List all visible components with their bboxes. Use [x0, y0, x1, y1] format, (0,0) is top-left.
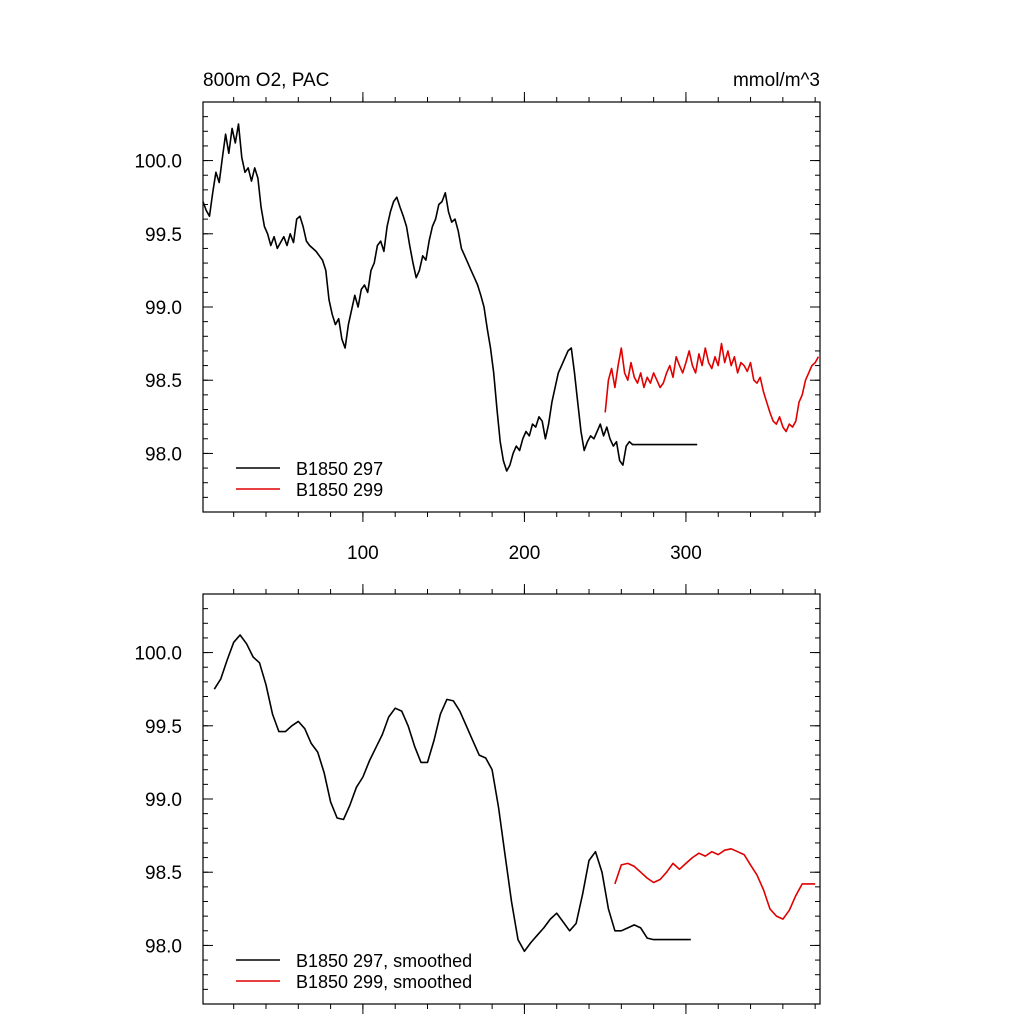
y-tick-label: 98.5	[145, 371, 182, 392]
series-line-1	[213, 634, 691, 953]
y-tick-label: 98.0	[145, 936, 182, 957]
y-tick-label: 98.0	[145, 444, 182, 465]
legend-label: B1850 297, smoothed	[296, 951, 472, 971]
x-tick-label: 200	[509, 543, 541, 564]
plot-frame	[202, 593, 821, 1005]
series-line-1	[202, 123, 698, 472]
legend-label: B1850 299	[296, 480, 383, 500]
chart-title: 800m O2, PAC	[203, 70, 329, 91]
y-tick-label: 99.5	[145, 225, 182, 246]
series-line-2	[614, 847, 816, 920]
series-line-2	[604, 342, 820, 433]
y-tick-label: 98.5	[145, 863, 182, 884]
x-tick-label: 300	[670, 543, 702, 564]
legend-label: B1850 299, smoothed	[296, 972, 472, 992]
y-tick-label: 100.0	[134, 644, 182, 665]
units-label: mmol/m^3	[733, 70, 820, 91]
y-tick-label: 99.5	[145, 717, 182, 738]
y-tick-label: 99.0	[145, 790, 182, 811]
y-tick-label: 100.0	[134, 152, 182, 173]
x-tick-label: 100	[347, 543, 379, 564]
legend-label: B1850 297	[296, 459, 383, 479]
y-tick-label: 99.0	[145, 298, 182, 319]
chart-panel-top: 98.0 98.5 99.0 99.5 100.0 100 200 300 800m O2, P…	[134, 70, 821, 564]
plot-frame	[202, 101, 821, 513]
chart-panel-bottom: 98.0 98.5 99.0 99.5 100.0 B1850 297, smoothed…	[134, 584, 821, 1014]
